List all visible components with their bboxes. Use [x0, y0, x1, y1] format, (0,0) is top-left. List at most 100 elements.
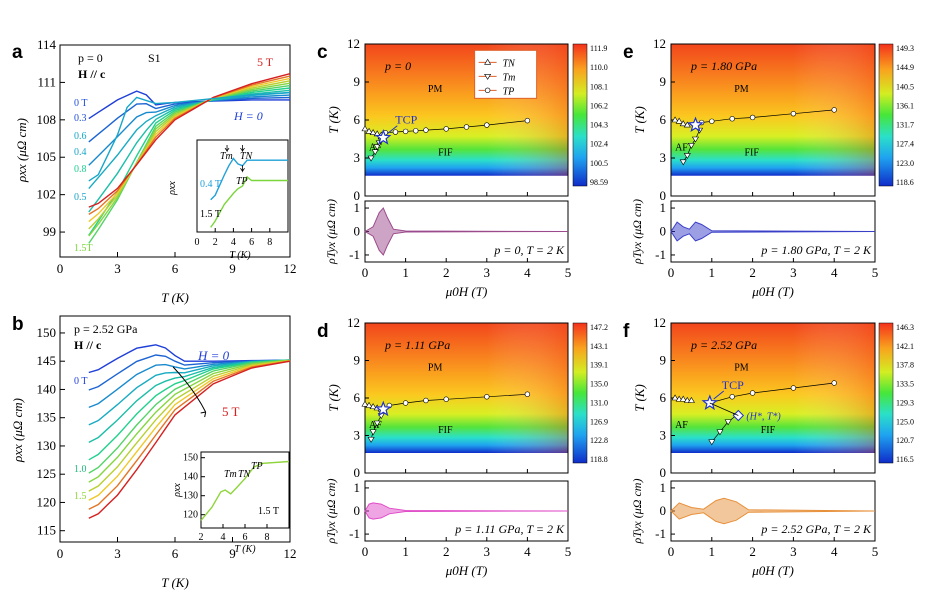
inset-tick-label-a: 2	[213, 237, 218, 248]
colorbar-label-f: 120.7	[896, 436, 914, 445]
panel-b-title: p = 2.52 GPa	[74, 322, 138, 336]
label-1.5-b: 1.5	[74, 491, 87, 502]
hall-x-tick-label-d: 4	[524, 544, 531, 559]
colorbar-label-d: 139.1	[590, 361, 608, 370]
inset-tick-label-b: 8	[265, 532, 270, 543]
y-tick-label-d: 6	[354, 390, 361, 405]
curve-b	[88, 359, 291, 483]
TCP-pointer-f	[713, 390, 725, 400]
hall-x-tick-label-d: 2	[443, 544, 450, 559]
x-tick-label-a: 12	[284, 261, 297, 276]
y-tick-label-a: 105	[37, 149, 57, 164]
y-tick-label-c: 3	[354, 150, 361, 165]
ylabel-c: T (K)	[326, 106, 341, 134]
colorbar-label-d: 135.0	[590, 380, 608, 389]
ylabel-d: T (K)	[326, 384, 341, 412]
field-label-a: 1.5T	[74, 243, 93, 254]
label-H0-a: H = 0	[233, 109, 263, 123]
TN-point-d	[365, 401, 373, 408]
TN-point-f	[679, 395, 687, 402]
TP-point-d	[423, 397, 429, 404]
TP-point-e	[709, 118, 715, 124]
hall-x-tick-label-e: 1	[709, 265, 716, 280]
label-HT-f: (H*, T*)	[746, 412, 781, 423]
colorbar-f	[878, 322, 894, 464]
hall-ylabel-d: ρTyx (μΩ cm)	[324, 479, 338, 545]
y-tick-label-c: 9	[354, 74, 361, 89]
y-tick-label-a: 111	[37, 74, 56, 89]
hall-x-tick-label-c: 4	[524, 265, 531, 280]
panel-label-d: d	[317, 321, 329, 342]
y-tick-label-d: 12	[347, 315, 360, 330]
label-FIF-d: FIF	[438, 425, 453, 436]
inset-f1-a: 0.4 T	[200, 179, 221, 190]
label-TCP-c: TCP	[395, 113, 417, 127]
panel-label-f: f	[623, 321, 630, 342]
colorbar-label-c: 106.2	[590, 101, 608, 110]
ylabel-a: ρxx (μΩ cm)	[14, 118, 29, 183]
hall-x-tick-label-c: 0	[362, 265, 369, 280]
inset-curves-b: 2 4 6 8 120 130 140 150	[183, 453, 290, 543]
colorbar-label-d: 122.8	[590, 436, 608, 445]
Tm-point-d	[367, 436, 375, 443]
x-tick-label-a: 9	[229, 261, 236, 276]
hall-x-tick-label-f: 5	[872, 544, 879, 559]
label-FIF-f: FIF	[761, 425, 776, 436]
TP-point-c	[423, 127, 429, 133]
r-tick-label-c: 0	[354, 224, 361, 239]
label-AF-c: AF	[369, 142, 382, 153]
panel-a-title: p = 0	[78, 51, 103, 65]
y-tick-label-e: 3	[660, 150, 667, 165]
hall-x-tick-label-e: 0	[668, 265, 675, 280]
panel-label-c: c	[317, 42, 328, 63]
colorbar-label-e: 140.5	[896, 82, 914, 91]
ticks-a: 0 3 6 9 12 99 102 105 108 111 114	[37, 37, 297, 276]
label-PM-c: PM	[428, 84, 443, 95]
hall-ylabel-c: ρTyx (μΩ cm)	[324, 199, 338, 265]
curve-a	[88, 77, 291, 223]
field-label-a: 0 T	[74, 98, 87, 109]
y-tick-label-e: 12	[653, 36, 666, 51]
legend-marker	[484, 74, 492, 80]
Tm-point-d	[369, 429, 377, 436]
x-tick-label-b: 0	[57, 546, 64, 561]
colorbar-label-f: 133.5	[896, 380, 914, 389]
colorbar-label-d: 147.2	[590, 323, 608, 332]
r-tick-label-e: 1	[660, 200, 667, 215]
hall-x-tick-label-f: 1	[709, 544, 716, 559]
TP-point-c	[463, 124, 470, 130]
y-tick-label-e: 9	[660, 74, 667, 89]
legend-marker	[484, 87, 491, 94]
panel-title-c: p = 0	[384, 59, 411, 73]
TP-point-f	[749, 390, 756, 396]
field-label-a: 0.3	[74, 113, 87, 124]
xlabel-a: T (K)	[161, 290, 189, 305]
inset-ytick-label-b: 130	[183, 491, 198, 502]
TCP-star-e	[687, 116, 704, 133]
hall-x-tick-label-d: 5	[565, 544, 572, 559]
x-tick-label-b: 12	[284, 546, 297, 561]
y-tick-label-b: 120	[37, 494, 57, 509]
hall-note-c: p = 0, T = 2 K	[493, 243, 565, 257]
inset-TP-b: TP	[251, 461, 263, 472]
colorbar-label-e: 149.3	[896, 44, 914, 53]
TN-point-e	[675, 117, 683, 124]
heatmap-shade-e	[671, 44, 875, 176]
inset-curve-1.5T	[210, 175, 288, 228]
hall-x-tick-label-f: 4	[831, 544, 838, 559]
x-tick-label-b: 3	[114, 546, 121, 561]
y-tick-label-d: 9	[354, 353, 361, 368]
hall-area-d	[364, 502, 569, 520]
panel-label-a: a	[12, 42, 23, 63]
legend-label: TP	[503, 86, 515, 97]
r-tick-label-d: -1	[349, 526, 360, 541]
TP-point-c	[484, 122, 490, 128]
xlabel-e: μ0H (T)	[751, 284, 794, 299]
hall-ylabel-e: ρTyx (μΩ cm)	[630, 199, 644, 265]
field-label-a: 0.6	[74, 131, 87, 142]
